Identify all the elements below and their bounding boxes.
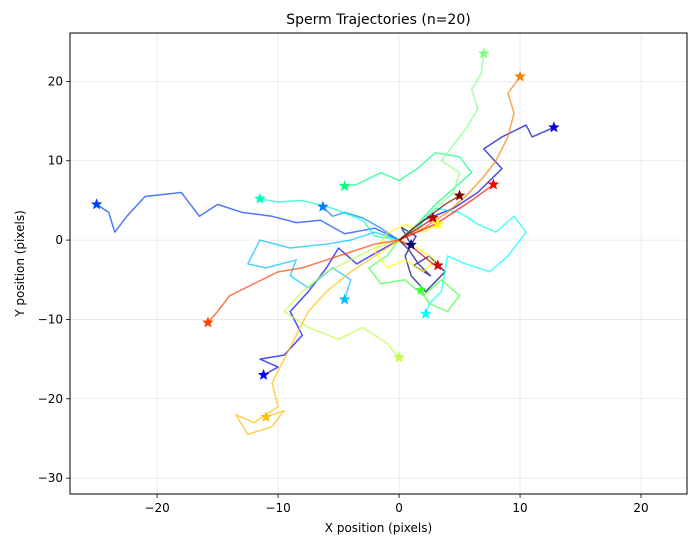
trajectory-end-star-2 bbox=[548, 121, 560, 133]
trajectory-line-14 bbox=[234, 239, 400, 436]
trajectory-line-10 bbox=[368, 239, 461, 313]
trajectory-end-star-1 bbox=[405, 238, 418, 250]
trajectory-line-8 bbox=[259, 198, 400, 241]
trajectory-end-star-19 bbox=[427, 211, 439, 223]
y-tick-label: −10 bbox=[38, 312, 63, 326]
trajectory-line-17 bbox=[398, 183, 494, 241]
x-tick-label: 10 bbox=[512, 501, 527, 515]
trajectory-end-star-10 bbox=[414, 283, 427, 296]
x-tick-label: 0 bbox=[395, 501, 403, 515]
trajectory-line-13 bbox=[374, 223, 439, 273]
trajectory-line-9 bbox=[344, 152, 473, 241]
x-tick-label: 20 bbox=[633, 501, 648, 515]
trajectory-end-star-3 bbox=[257, 368, 270, 381]
y-tick-label: −20 bbox=[38, 392, 63, 406]
trajectory-end-star-9 bbox=[338, 179, 351, 192]
trajectory-end-star-17 bbox=[487, 178, 500, 190]
x-tick-label: −10 bbox=[265, 501, 290, 515]
axis-ticks: −20 −10 0 10 20 −30 −20 −10 0 10 20 bbox=[38, 74, 649, 515]
trajectory-end-star-4 bbox=[90, 198, 103, 210]
trajectory-line-2 bbox=[398, 124, 555, 241]
trajectory-line-11 bbox=[398, 53, 485, 241]
trajectory-end-star-8 bbox=[254, 192, 266, 204]
trajectory-end-star-14 bbox=[260, 410, 272, 423]
trajectory-end-star-12 bbox=[393, 351, 405, 363]
end-markers bbox=[90, 47, 560, 423]
trajectory-end-star-7 bbox=[419, 307, 432, 319]
grid-lines bbox=[70, 33, 687, 494]
trajectory-line-7 bbox=[398, 207, 527, 315]
y-axis-label: Y position (pixels) bbox=[13, 210, 27, 318]
trajectory-line-3 bbox=[259, 239, 400, 376]
x-tick-label: −20 bbox=[144, 501, 169, 515]
plot-frame bbox=[69, 32, 688, 495]
y-tick-label: 20 bbox=[48, 74, 63, 88]
trajectory-end-star-13 bbox=[431, 218, 444, 230]
trajectory-line-16 bbox=[207, 239, 400, 324]
trajectory-end-star-11 bbox=[477, 47, 490, 59]
trajectory-end-star-5 bbox=[316, 200, 329, 212]
x-axis-label: X position (pixels) bbox=[325, 521, 432, 535]
trajectory-end-star-20 bbox=[453, 189, 466, 201]
chart-title: Sperm Trajectories (n=20) bbox=[286, 12, 470, 28]
trajectory-end-star-15 bbox=[514, 70, 526, 82]
trajectory-line-12 bbox=[283, 239, 400, 359]
trajectory-line-4 bbox=[96, 191, 400, 241]
y-tick-label: 10 bbox=[48, 154, 63, 168]
trajectory-line-5 bbox=[322, 206, 400, 241]
trajectory-line-19 bbox=[398, 217, 434, 241]
y-tick-label: 0 bbox=[55, 233, 63, 247]
trajectory-end-star-18 bbox=[431, 259, 444, 271]
y-tick-label: −30 bbox=[38, 471, 63, 485]
trajectory-end-star-6 bbox=[338, 293, 351, 305]
trajectory-series bbox=[96, 53, 555, 436]
trajectory-end-star-16 bbox=[202, 316, 214, 328]
